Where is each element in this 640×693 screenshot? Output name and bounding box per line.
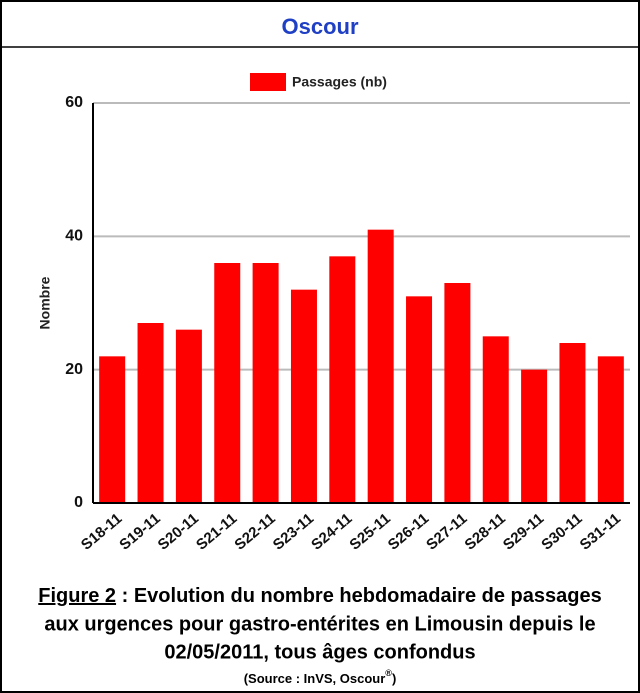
bar <box>252 263 279 503</box>
bar <box>559 343 586 503</box>
y-tick-label: 0 <box>74 494 83 511</box>
bar <box>521 369 548 503</box>
bar <box>175 329 202 503</box>
bar <box>329 256 356 503</box>
source-text: (Source : InVS, Oscour <box>244 671 386 686</box>
bar <box>482 336 509 503</box>
chart-title: Oscour <box>281 14 358 39</box>
y-tick-label: 20 <box>65 361 83 378</box>
caption-label: Figure 2 <box>38 585 116 607</box>
bar <box>444 283 471 503</box>
y-tick-label: 60 <box>65 94 83 111</box>
caption-line: 02/05/2011, tous âges confondus <box>164 641 475 663</box>
legend-swatch <box>250 73 286 91</box>
caption-line: aux urgences pour gastro-entérites en Li… <box>44 613 595 635</box>
source-mark: ® <box>385 668 392 678</box>
caption-text: : Evolution du nombre hebdomadaire de pa… <box>116 585 602 607</box>
bar <box>99 356 126 503</box>
source-end: ) <box>392 671 396 686</box>
bar <box>214 263 241 503</box>
caption-line: Figure 2 : Evolution du nombre hebdomada… <box>38 585 601 607</box>
y-tick-label: 40 <box>65 228 83 245</box>
bar <box>137 323 164 503</box>
caption-source: (Source : InVS, Oscour®) <box>244 668 397 686</box>
bar <box>290 289 317 503</box>
bar <box>367 229 394 503</box>
y-axis-label: Nombre <box>37 276 53 329</box>
bar <box>406 296 433 503</box>
legend-label: Passages (nb) <box>292 74 387 90</box>
bar <box>597 356 624 503</box>
